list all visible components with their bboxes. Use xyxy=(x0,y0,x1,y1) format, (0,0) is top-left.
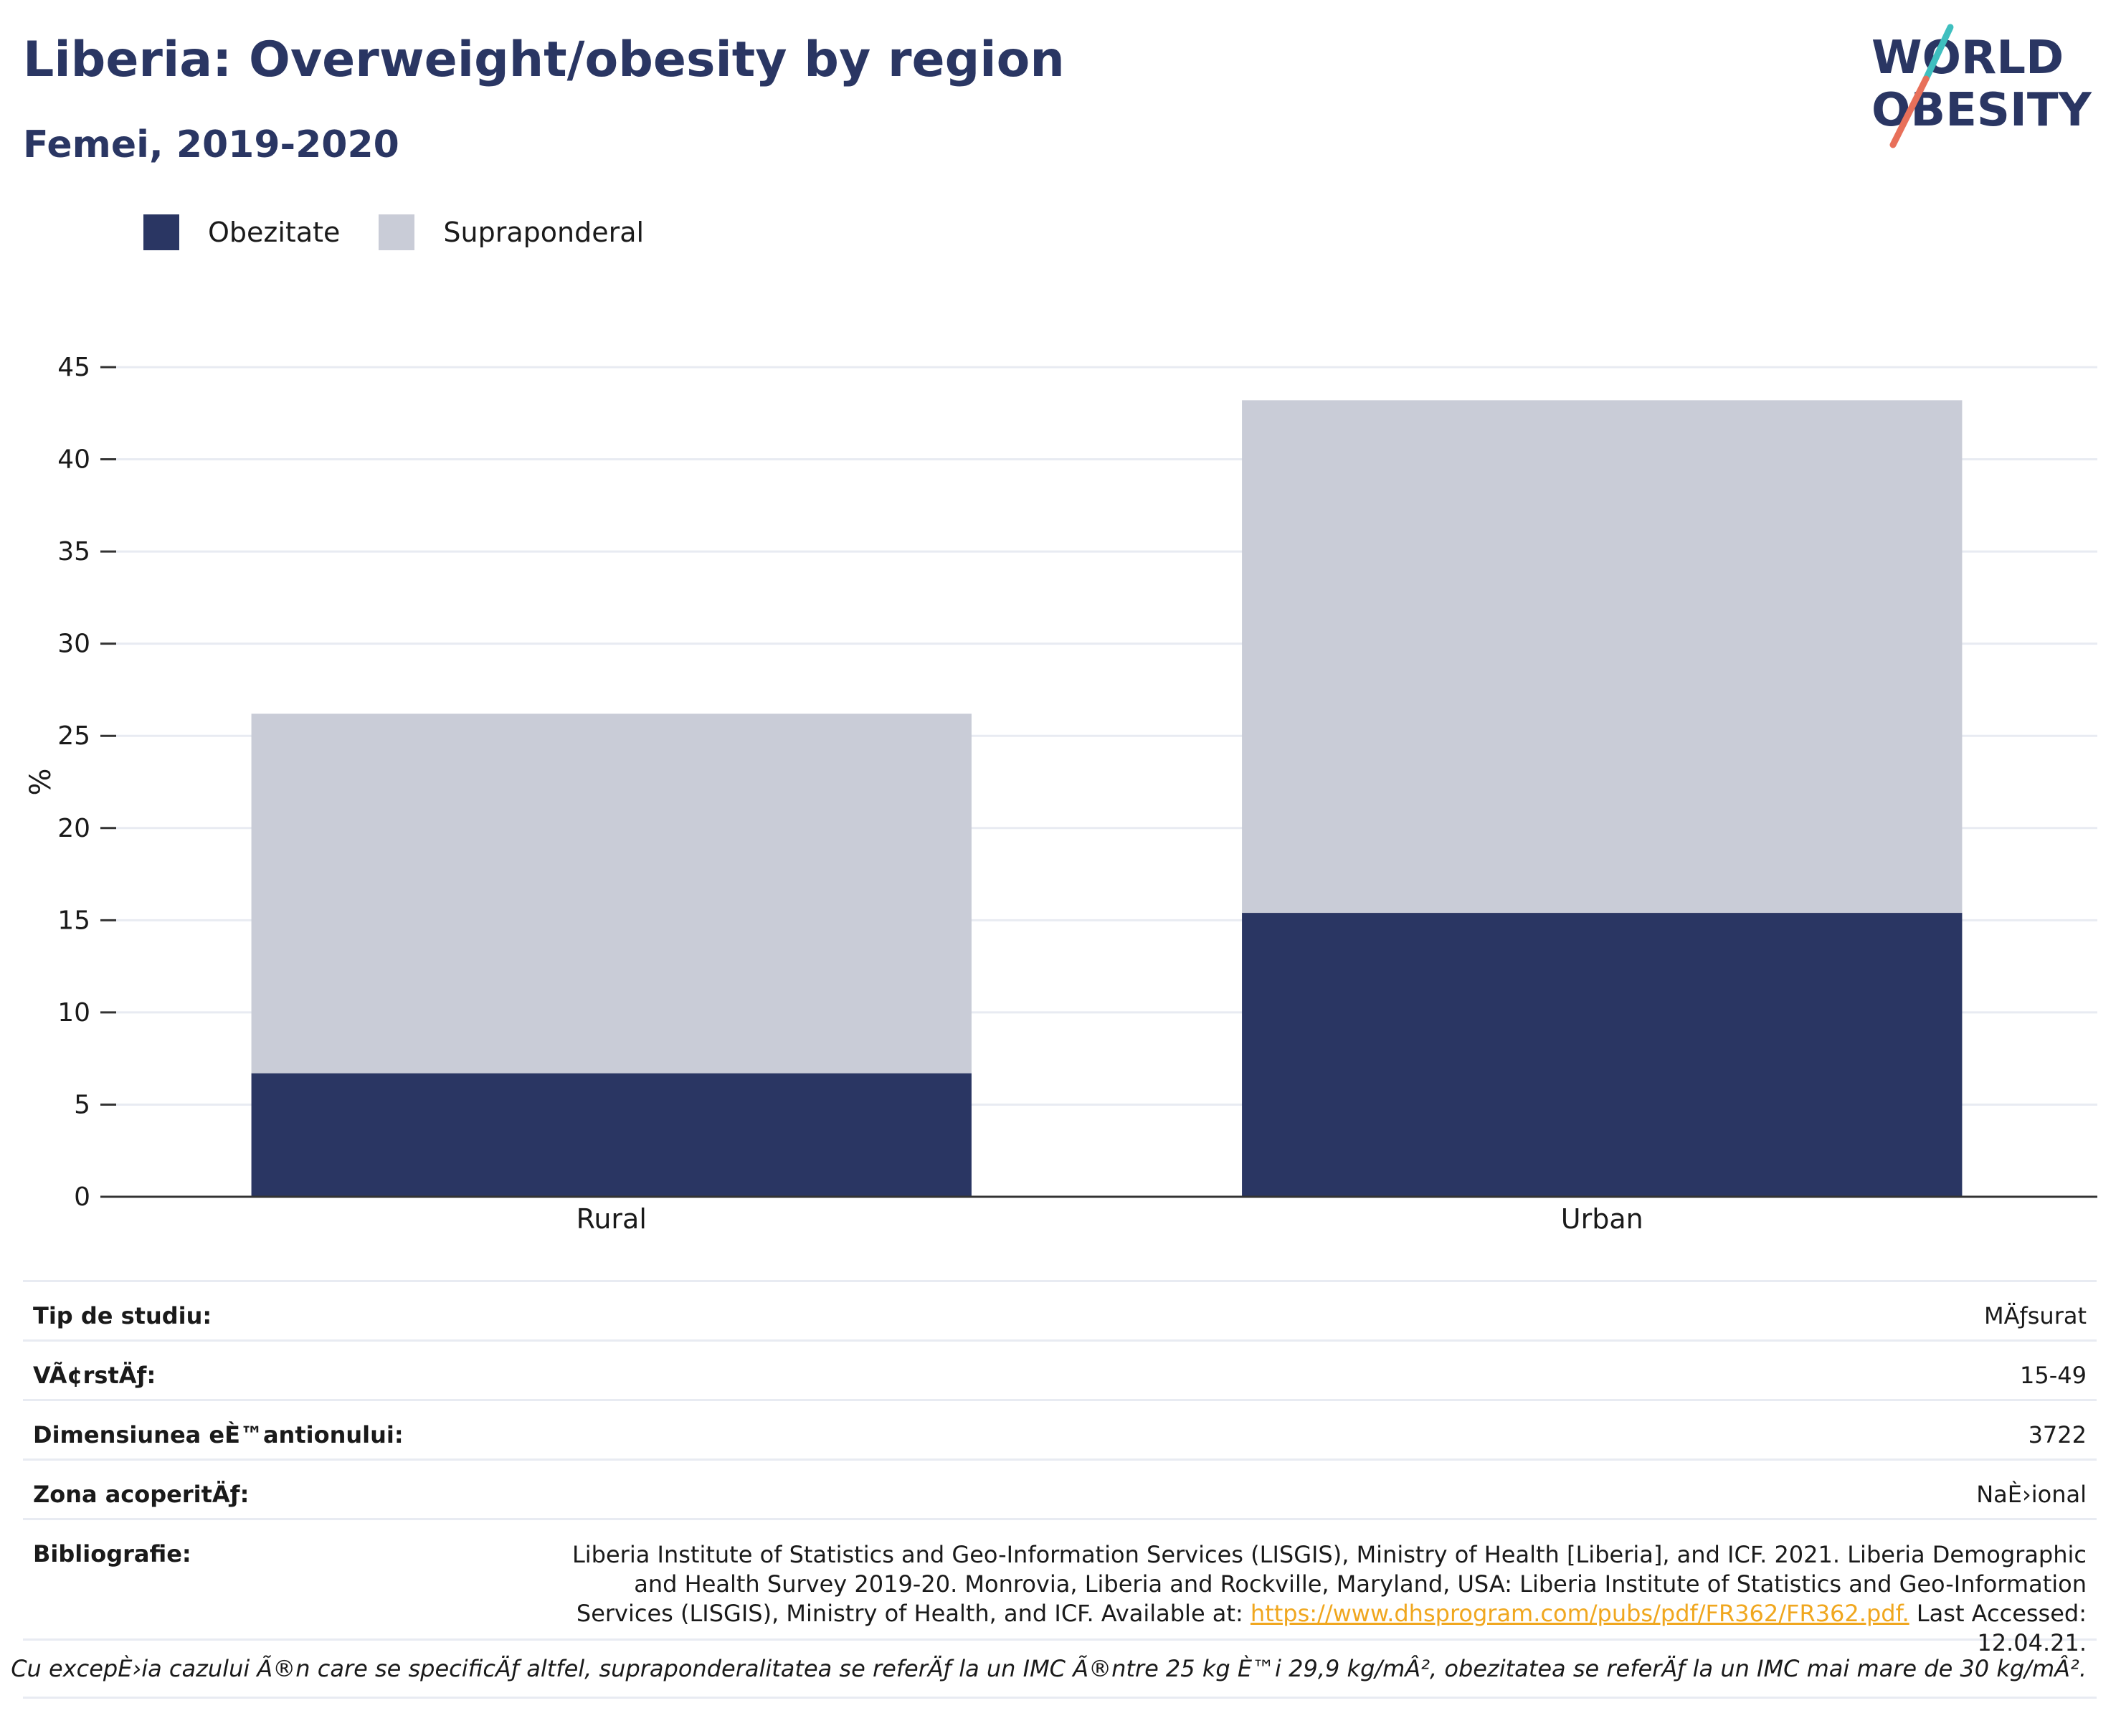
bibliography-label: Bibliografie: xyxy=(33,1540,191,1567)
x-tick-label: Urban xyxy=(1561,1203,1643,1235)
info-key: Zona acoperitÄƒ: xyxy=(33,1481,250,1508)
info-key: VÃ¢rstÄƒ: xyxy=(33,1362,156,1389)
bibliography-body: Liberia Institute of Statistics and Geo-… xyxy=(571,1541,2087,1627)
logo-slash-teal xyxy=(1922,24,1954,82)
y-tick-label: 20 xyxy=(57,814,90,843)
bar-obezitate-urban xyxy=(1242,913,1963,1197)
bibliography-link[interactable]: https://www.dhsprogram.com/pubs/pdf/FR36… xyxy=(1250,1600,1909,1627)
bibliography-text: Liberia Institute of Statistics and Geo-… xyxy=(538,1520,2087,1658)
legend-swatch-obezitate xyxy=(143,214,179,250)
bibliography-accessed: Last Accessed: 12.04.21. xyxy=(1916,1600,2087,1656)
info-value: MÄƒsurat xyxy=(1983,1302,2087,1329)
y-tick-label: 10 xyxy=(57,998,90,1028)
info-value: NaÈ›ional xyxy=(1976,1481,2087,1508)
page-subtitle: Femei, 2019-2020 xyxy=(23,123,399,166)
y-tick-label: 45 xyxy=(57,353,90,382)
legend-label-obezitate: Obezitate xyxy=(208,217,341,248)
info-row-sample-size: Dimensiunea eÈ™antionului: 3722 xyxy=(23,1399,2097,1458)
legend-swatch-supraponderal xyxy=(379,214,415,250)
y-tick-label: 40 xyxy=(57,445,90,475)
info-row-bibliography: Bibliografie: Liberia Institute of Stati… xyxy=(23,1518,2097,1656)
bar-supraponderal-urban xyxy=(1242,400,1963,914)
info-row-study-type: Tip de studiu: MÄƒsurat xyxy=(23,1280,2097,1339)
y-tick-label: 15 xyxy=(57,906,90,935)
bar-supraponderal-rural xyxy=(251,713,972,1073)
logo-text-world: WORLD xyxy=(1871,32,2064,85)
info-key: Tip de studiu: xyxy=(33,1302,212,1329)
legend-label-supraponderal: Supraponderal xyxy=(443,217,645,248)
info-value: 3722 xyxy=(2028,1421,2087,1448)
y-tick-label: 35 xyxy=(57,537,90,566)
y-axis-label: % xyxy=(24,768,57,795)
footnote: Cu excepÈ›ia cazului Ã®n care se specifi… xyxy=(11,1638,2097,1699)
legend-item-obezitate[interactable]: Obezitate xyxy=(143,214,340,250)
info-table: Tip de studiu: MÄƒsurat VÃ¢rstÄƒ: 15-49 … xyxy=(11,1280,2097,1699)
stacked-bar-chart: 0 5 10 15 20 25 30 35 40 45% Rural Urban xyxy=(24,353,2097,1235)
bar-obezitate-rural xyxy=(251,1073,972,1197)
info-key: Dimensiunea eÈ™antionului: xyxy=(33,1421,404,1448)
info-value: 15-49 xyxy=(2020,1362,2087,1389)
logo-text-obesity: OBESITY xyxy=(1871,84,2092,137)
y-tick-label: 5 xyxy=(74,1090,90,1119)
world-obesity-logo: WORLD OBESITY xyxy=(1871,24,2092,148)
info-row-coverage: Zona acoperitÄƒ: NaÈ›ional xyxy=(23,1458,2097,1518)
info-row-age: VÃ¢rstÄƒ: 15-49 xyxy=(23,1339,2097,1399)
logo-slash-coral xyxy=(1889,75,1930,148)
x-tick-label: Rural xyxy=(576,1203,647,1235)
chart-legend: Obezitate Supraponderal xyxy=(143,212,683,252)
legend-item-supraponderal[interactable]: Supraponderal xyxy=(379,214,644,250)
y-tick-label: 30 xyxy=(57,630,90,659)
y-tick-label: 25 xyxy=(57,721,90,751)
page-title: Liberia: Overweight/obesity by region xyxy=(23,32,1065,88)
y-tick-label: 0 xyxy=(74,1182,90,1212)
